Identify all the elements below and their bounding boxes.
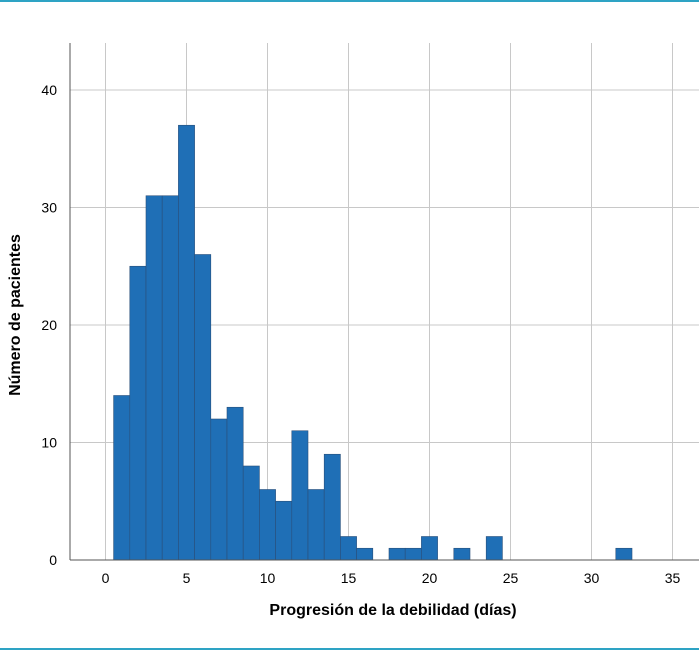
histogram-bar (129, 265, 147, 561)
histogram-bar (226, 406, 244, 561)
x-tick-labels: 0 5 10 15 20 25 30 35 (102, 570, 681, 586)
y-tick-label: 20 (41, 317, 57, 333)
y-tick-label: 40 (41, 82, 57, 98)
histogram-bar (194, 254, 212, 561)
x-tick-label: 0 (102, 570, 110, 586)
histogram-bar (307, 489, 325, 561)
x-tick-label: 5 (183, 570, 191, 586)
histogram-bar (113, 395, 131, 561)
bottom-border (0, 648, 699, 650)
histogram-bar (178, 124, 195, 561)
histogram-bar (404, 547, 422, 561)
x-tick-label: 35 (665, 570, 681, 586)
x-axis-title: Progresión de la debilidad (días) (269, 602, 516, 619)
histogram-bar (485, 536, 503, 561)
histogram-bar (615, 547, 633, 561)
histogram-bar (259, 489, 276, 561)
bars (113, 124, 633, 561)
x-tick-label: 10 (260, 570, 276, 586)
y-tick-label: 0 (49, 552, 57, 568)
x-tick-label: 25 (503, 570, 519, 586)
histogram-bar (242, 465, 260, 561)
histogram-bar (210, 418, 228, 561)
histogram-bar (145, 195, 163, 561)
histogram-bar (453, 547, 471, 561)
y-tick-label: 30 (41, 200, 57, 216)
x-tick-label: 15 (341, 570, 357, 586)
y-tick-labels: 0 10 20 30 40 (41, 82, 57, 568)
histogram-bar (340, 536, 357, 561)
axes (69, 43, 699, 561)
histogram-bar (161, 195, 179, 561)
top-border (0, 0, 699, 2)
histogram-bar (356, 547, 374, 561)
histogram-bar (323, 453, 341, 561)
histogram-bar (388, 547, 406, 561)
histogram-bar (275, 500, 293, 561)
y-axis-title: Número de pacientes (7, 234, 24, 396)
histogram-bar (291, 430, 309, 561)
histogram-bar (421, 536, 438, 561)
x-tick-label: 20 (422, 570, 438, 586)
x-tick-label: 30 (584, 570, 600, 586)
y-tick-label: 10 (41, 435, 57, 451)
